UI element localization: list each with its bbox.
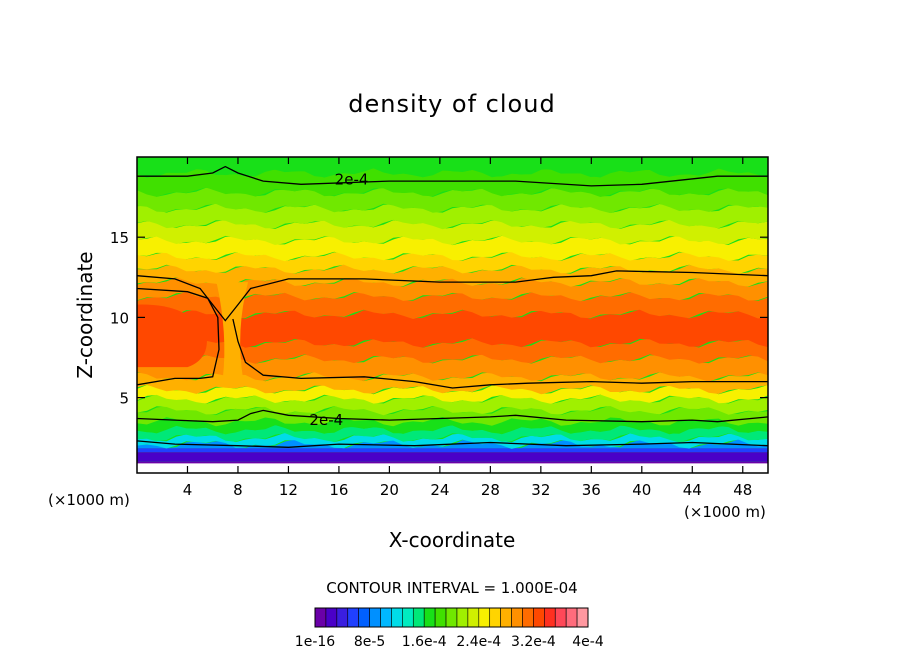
x-tick-label: 32 [531, 481, 550, 499]
x-tick-label: 20 [380, 481, 399, 499]
x-axis-label: X-coordinate [389, 528, 516, 552]
x-tick-label: 40 [632, 481, 651, 499]
y-tick-label: 5 [119, 390, 129, 408]
color-band [137, 448, 768, 453]
color-band [137, 394, 768, 416]
color-band [137, 264, 768, 287]
color-bands [137, 157, 768, 473]
y-tick-label: 10 [110, 309, 129, 327]
color-band [137, 354, 768, 382]
color-band [137, 309, 768, 348]
colorbar-swatch [402, 607, 414, 628]
contour-bottom [137, 440, 768, 448]
colorbar-swatch [391, 607, 403, 628]
color-band [137, 251, 768, 275]
core-lobe-left [137, 304, 207, 368]
x-tick-label: 28 [481, 481, 500, 499]
band-empty-bottom [137, 463, 768, 473]
colorbar-swatch [358, 607, 370, 628]
colorbar-label: 1e-16 [295, 634, 335, 650]
color-band [137, 372, 768, 395]
colorbar-swatch [369, 607, 381, 628]
x-axis: 4 8 12 16 20 24 28 32 36 40 44 48 [183, 157, 752, 499]
contour-upper-2e-4 [137, 165, 768, 187]
x-tick-label: 4 [183, 481, 193, 499]
colorbar-frame [314, 607, 589, 628]
color-band [137, 452, 768, 462]
colorbar-swatch [347, 607, 359, 628]
plot-frame [136, 156, 769, 474]
colorbar-swatch [456, 607, 469, 628]
color-band [137, 277, 768, 302]
color-band [137, 219, 768, 245]
color-band [137, 168, 768, 197]
x-unit-left: (×1000 m) [48, 491, 130, 509]
colorbar-swatch [533, 607, 545, 628]
contour-lower-2e-4 [137, 409, 768, 423]
contour-lines [137, 165, 768, 448]
contour-labels: 2e-4 2e-4 [309, 170, 368, 429]
colorbar-swatch [380, 607, 392, 628]
colorbar-swatch [544, 607, 556, 628]
colorbar-label: 3.2e-4 [511, 634, 556, 650]
x-tick-label: 36 [582, 481, 601, 499]
colorbar-swatch [554, 607, 567, 628]
contour-left-lobe [137, 287, 220, 386]
colorbar-swatch [489, 607, 501, 628]
x-tick-label: 12 [279, 481, 298, 499]
colorbar-swatch [434, 607, 447, 628]
colorbar-label: 2.4e-4 [456, 634, 501, 650]
colorbar-swatch [314, 607, 327, 628]
x-tick-label: 48 [733, 481, 752, 499]
color-band [137, 187, 768, 214]
x-tick-label: 24 [430, 481, 449, 499]
colorbar-swatch [565, 607, 578, 628]
y-axis-label: Z-coordinate [73, 251, 97, 378]
colorbar-swatch [500, 607, 512, 628]
colorbar-swatch [412, 607, 425, 628]
x-tick-label: 8 [233, 481, 243, 499]
colorbar-swatch [467, 607, 480, 628]
colorbar [314, 607, 589, 628]
color-band [137, 384, 768, 404]
contour-label: 2e-4 [335, 170, 369, 188]
color-band [137, 203, 768, 230]
color-band [137, 405, 768, 427]
contour-lower-core [232, 318, 768, 389]
colorbar-swatch [423, 607, 436, 628]
y-axis: 5 10 15 [110, 229, 768, 408]
core-gap [216, 282, 249, 379]
y-tick-label: 15 [110, 229, 129, 247]
colorbar-label: 1.6e-4 [402, 634, 447, 650]
color-band [137, 235, 768, 262]
color-band [137, 338, 768, 364]
colorbar-label: 8e-5 [354, 634, 385, 650]
x-tick-label: 16 [329, 481, 348, 499]
color-band [137, 291, 768, 319]
x-unit-right: (×1000 m) [684, 503, 766, 521]
colorbar-label: 4e-4 [572, 634, 604, 650]
colorbar-swatch [336, 607, 349, 628]
color-band [137, 424, 768, 443]
contour-label: 2e-4 [309, 411, 343, 429]
contour-interval: CONTOUR INTERVAL = 1.000E-04 [326, 579, 577, 597]
colorbar-swatch [511, 607, 523, 628]
color-band [137, 157, 768, 178]
colorbar-swatch [478, 607, 491, 628]
colorbar-swatch [325, 607, 338, 628]
colorbar-swatch [576, 607, 589, 628]
colorbar-swatch [522, 607, 534, 628]
colorbar-swatch [445, 607, 458, 628]
colorbar-labels: 1e-16 8e-5 1.6e-4 2.4e-4 3.2e-4 4e-4 [295, 634, 604, 650]
x-tick-label: 44 [683, 481, 702, 499]
chart-title: density of cloud [348, 90, 555, 118]
